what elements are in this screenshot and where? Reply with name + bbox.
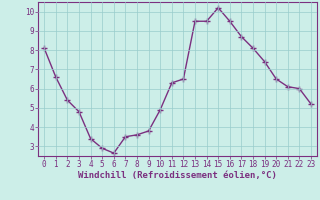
X-axis label: Windchill (Refroidissement éolien,°C): Windchill (Refroidissement éolien,°C) [78,171,277,180]
